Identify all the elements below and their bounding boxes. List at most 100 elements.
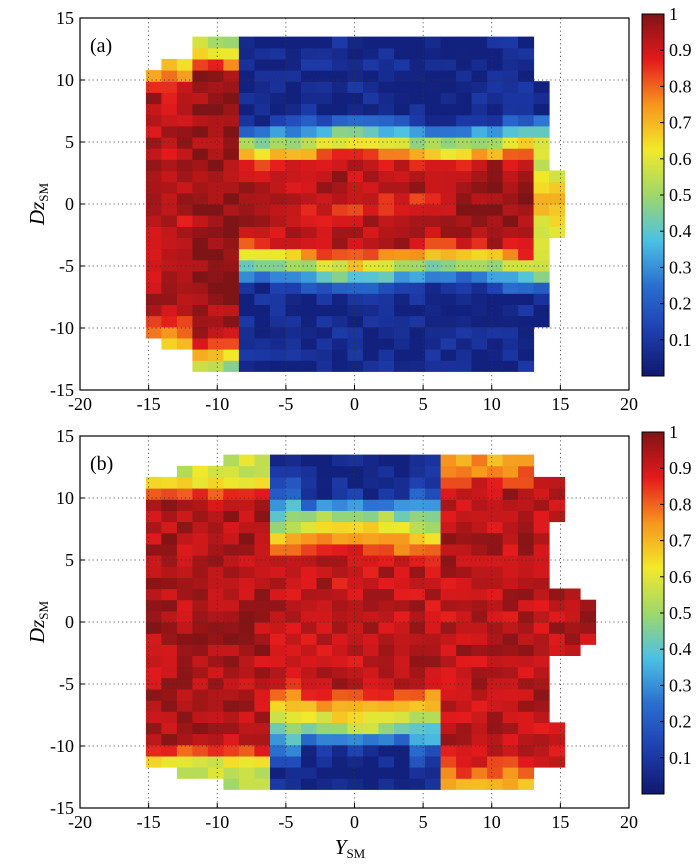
heatmap-cell	[409, 476, 426, 489]
heatmap-cell	[487, 137, 504, 149]
heatmap-cell	[456, 248, 473, 261]
heatmap-cell	[378, 237, 395, 250]
heatmap-cell	[487, 226, 504, 238]
heatmap-cell	[549, 499, 566, 511]
heatmap-cell	[223, 633, 240, 645]
heatmap-cell	[502, 326, 519, 339]
heatmap-cell	[161, 755, 178, 768]
heatmap-cell	[238, 755, 255, 768]
heatmap-cell	[394, 543, 410, 556]
colorbar-tick-label: 0.8	[669, 76, 692, 96]
heatmap-cell	[378, 47, 395, 60]
heatmap-cell	[502, 70, 519, 82]
heatmap-cell	[332, 159, 348, 172]
heatmap-cell	[440, 360, 457, 372]
heatmap-cell	[378, 181, 395, 194]
heatmap-cell	[440, 282, 457, 294]
heatmap-cell	[502, 622, 519, 634]
heatmap-cell	[518, 114, 535, 127]
heatmap-cell	[502, 148, 519, 160]
heatmap-cell	[301, 360, 317, 372]
heatmap-cell	[332, 58, 348, 71]
heatmap-cell	[409, 215, 426, 227]
heatmap-cell	[533, 633, 550, 645]
heatmap-cell	[471, 454, 488, 467]
heatmap-cell	[285, 767, 302, 779]
heatmap-cell	[363, 755, 379, 768]
heatmap-cell	[409, 259, 426, 272]
heatmap-cell	[347, 248, 364, 261]
heatmap-cell	[316, 733, 333, 746]
heatmap-cell	[502, 137, 519, 149]
heatmap-cell	[161, 543, 178, 556]
heatmap-cell	[378, 599, 395, 612]
heatmap-cell	[270, 103, 286, 116]
heatmap-cell	[456, 577, 473, 590]
heatmap-cell	[270, 58, 286, 71]
heatmap-cell	[301, 70, 317, 82]
heatmap-cell	[161, 666, 178, 679]
heatmap-cell	[192, 192, 209, 205]
heatmap-cell	[301, 237, 317, 250]
heatmap-cell	[394, 588, 410, 601]
heatmap-cell	[518, 733, 535, 746]
heatmap-cell	[332, 755, 348, 768]
heatmap-cell	[378, 622, 395, 634]
heatmap-cell	[254, 689, 271, 701]
heatmap-cell	[301, 248, 317, 261]
heatmap-cell	[145, 192, 162, 205]
heatmap-cell	[363, 610, 379, 623]
colorbar-tick-label: 0.9	[669, 458, 692, 478]
heatmap-cell	[223, 700, 240, 712]
heatmap-cell	[502, 633, 519, 645]
heatmap-cell	[145, 204, 162, 216]
heatmap-cell	[487, 204, 504, 216]
heatmap-cell	[363, 599, 379, 612]
heatmap-cell	[145, 733, 162, 746]
heatmap-cell	[207, 271, 224, 283]
heatmap-cell	[378, 476, 395, 489]
heatmap-cell	[254, 622, 271, 634]
heatmap-cell	[487, 722, 504, 735]
heatmap-cell	[270, 326, 286, 339]
y-tick-label: -10	[50, 318, 74, 338]
heatmap-cell	[254, 744, 271, 757]
heatmap-cell	[316, 36, 333, 49]
heatmap-cell	[394, 655, 410, 668]
heatmap-cell	[207, 103, 224, 116]
heatmap-cell	[378, 326, 395, 339]
heatmap-cell	[332, 304, 348, 317]
heatmap-cell	[471, 36, 488, 49]
heatmap-cell	[223, 159, 240, 172]
heatmap-cell	[161, 58, 178, 71]
heatmap-cell	[549, 733, 566, 746]
heatmap-cell	[440, 148, 457, 160]
heatmap-cell	[285, 778, 302, 790]
heatmap-cell	[502, 259, 519, 272]
heatmap-cell	[301, 465, 317, 478]
heatmap-cell	[176, 237, 193, 250]
heatmap-cell	[192, 488, 209, 500]
heatmap-cell	[176, 259, 193, 272]
heatmap-cell	[285, 293, 302, 305]
heatmap-cell	[285, 543, 302, 556]
heatmap-cell	[456, 315, 473, 328]
heatmap-cell	[285, 633, 302, 645]
heatmap-cell	[223, 70, 240, 82]
heatmap-cell	[207, 521, 224, 534]
heatmap-cell	[192, 304, 209, 317]
heatmap-cell	[378, 92, 395, 105]
heatmap-cell	[518, 192, 535, 205]
heatmap-cell	[347, 103, 364, 116]
heatmap-cell	[301, 103, 317, 116]
heatmap-cell	[425, 722, 441, 735]
heatmap-cell	[223, 577, 240, 590]
heatmap-cell	[347, 148, 364, 160]
heatmap-cell	[394, 644, 410, 656]
heatmap-cell	[223, 711, 240, 723]
heatmap-cell	[332, 70, 348, 82]
heatmap-cell	[238, 555, 255, 567]
heatmap-cell	[487, 293, 504, 305]
heatmap-cell	[456, 114, 473, 127]
heatmap-cell	[161, 337, 178, 350]
